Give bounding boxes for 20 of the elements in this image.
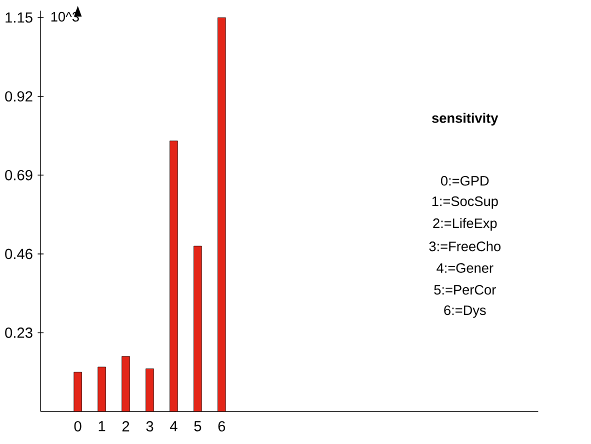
text: 6:=Dys	[444, 306, 486, 318]
text: 4:=Gener	[436, 263, 494, 273]
text: 1:=SocSup	[432, 196, 498, 209]
text: 3:=FreeCho	[429, 241, 501, 252]
y-tick-label: 1.15	[6, 12, 32, 23]
text: sensitivity	[432, 112, 498, 126]
x-tick-label: 6	[218, 421, 226, 432]
x-tick-label: 2	[122, 421, 130, 432]
y-tick-label: 0.92	[5, 91, 32, 102]
y-tick-label: 0.23	[5, 328, 32, 338]
text: 2:=LifeExp	[433, 218, 497, 231]
y-tick-label: 0.69	[5, 170, 32, 180]
x-tick-label: 0	[74, 421, 82, 432]
text: 5:=PerCor	[434, 285, 496, 295]
y-tick-label: 0.46	[5, 248, 32, 260]
x-tick-label: 4	[170, 421, 178, 432]
text: 0:=GPD	[441, 176, 489, 186]
x-tick-label: 5	[194, 421, 202, 432]
x-tick-label: 1	[98, 421, 106, 432]
x-tick-label: 3	[146, 421, 154, 432]
